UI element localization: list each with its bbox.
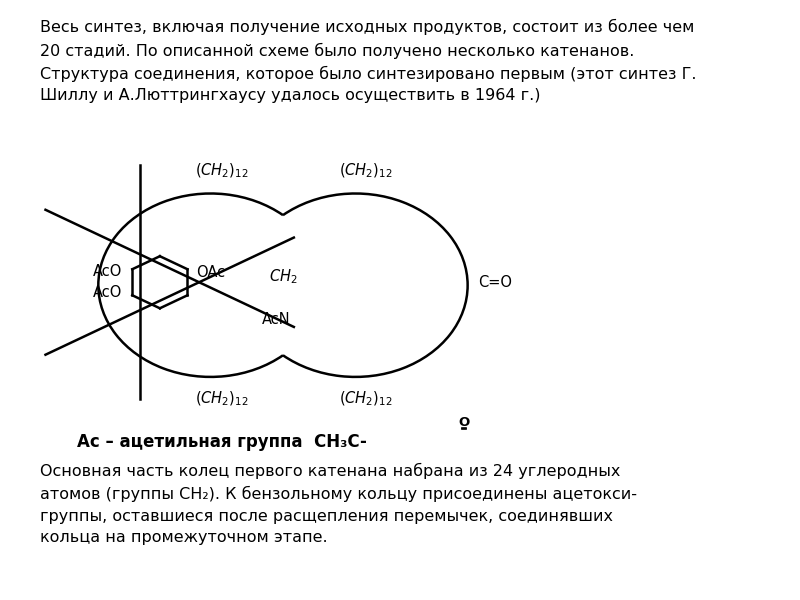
Text: AcO: AcO xyxy=(93,286,122,301)
Text: AcO: AcO xyxy=(93,264,122,279)
Text: OAc: OAc xyxy=(196,265,225,280)
Text: $(CH_2)_{12}$: $(CH_2)_{12}$ xyxy=(339,162,393,181)
Text: $(CH_2)_{12}$: $(CH_2)_{12}$ xyxy=(194,390,248,409)
Text: $(CH_2)_{12}$: $(CH_2)_{12}$ xyxy=(339,390,393,409)
Text: Ас – ацетильная группа  CH₃C-: Ас – ацетильная группа CH₃C- xyxy=(77,433,366,451)
Text: $(CH_2)_{12}$: $(CH_2)_{12}$ xyxy=(194,162,248,181)
Text: $CH_2$: $CH_2$ xyxy=(269,267,298,286)
Text: O: O xyxy=(458,416,470,429)
Text: C=O: C=O xyxy=(478,275,513,290)
Text: AcN: AcN xyxy=(262,312,290,327)
Text: Основная часть колец первого катенана набрана из 24 углеродных
атомов (группы CH: Основная часть колец первого катенана на… xyxy=(40,463,638,545)
Text: Весь синтез, включая получение исходных продуктов, состоит из более чем
20 стади: Весь синтез, включая получение исходных … xyxy=(40,19,697,103)
